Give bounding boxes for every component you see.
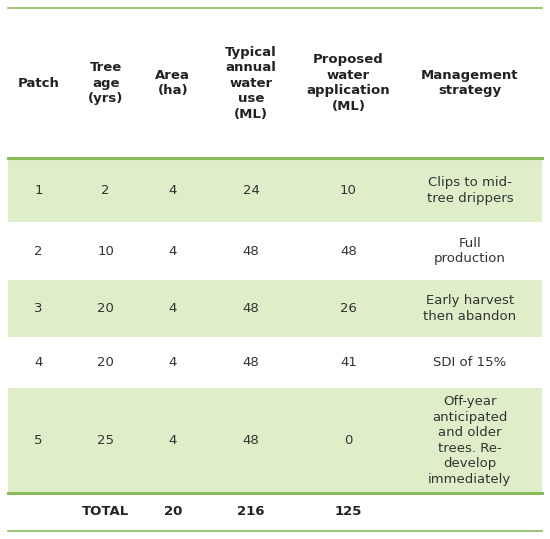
Text: Area
(ha): Area (ha)	[155, 69, 190, 98]
Text: Tree
age
(yrs): Tree age (yrs)	[88, 61, 123, 105]
Text: SDI of 15%: SDI of 15%	[433, 356, 507, 369]
Bar	[142, 158, 203, 223]
Bar	[142, 493, 203, 531]
Bar	[69, 493, 142, 531]
Text: 10: 10	[97, 245, 114, 258]
Text: 20: 20	[97, 302, 114, 315]
Text: 10: 10	[340, 184, 357, 197]
Text: 48: 48	[243, 434, 260, 447]
Bar	[8, 389, 69, 493]
Bar	[69, 337, 142, 389]
Text: 125: 125	[335, 506, 362, 519]
Text: 1: 1	[34, 184, 43, 197]
Bar	[69, 280, 142, 337]
Bar	[142, 223, 203, 280]
Text: 4: 4	[169, 245, 177, 258]
Bar	[8, 280, 69, 337]
Text: 4: 4	[169, 302, 177, 315]
Bar	[203, 389, 299, 493]
Text: 48: 48	[243, 245, 260, 258]
Text: 48: 48	[243, 356, 260, 369]
Bar	[299, 389, 398, 493]
Bar	[203, 158, 299, 223]
Text: 48: 48	[243, 302, 260, 315]
Text: Clips to mid-
tree drippers: Clips to mid- tree drippers	[427, 176, 513, 205]
Bar	[69, 158, 142, 223]
Bar	[8, 158, 69, 223]
Bar	[69, 8, 142, 158]
Bar	[8, 337, 69, 389]
Text: 4: 4	[169, 184, 177, 197]
Bar	[142, 8, 203, 158]
Text: Proposed
water
application
(ML): Proposed water application (ML)	[307, 53, 390, 113]
Text: 20: 20	[97, 356, 114, 369]
Text: 25: 25	[97, 434, 114, 447]
Bar	[398, 223, 542, 280]
Text: 2: 2	[34, 245, 43, 258]
Bar	[299, 280, 398, 337]
Bar	[203, 223, 299, 280]
Bar	[203, 493, 299, 531]
Text: 41: 41	[340, 356, 357, 369]
Bar	[299, 8, 398, 158]
Bar	[398, 8, 542, 158]
Text: Early harvest
then abandon: Early harvest then abandon	[424, 294, 516, 323]
Text: 26: 26	[340, 302, 357, 315]
Bar	[8, 8, 69, 158]
Text: 4: 4	[169, 434, 177, 447]
Bar	[69, 223, 142, 280]
Bar	[69, 389, 142, 493]
Bar	[398, 158, 542, 223]
Bar	[299, 158, 398, 223]
Text: Management
strategy: Management strategy	[421, 69, 519, 98]
Text: 4: 4	[35, 356, 43, 369]
Text: 2: 2	[101, 184, 110, 197]
Text: 5: 5	[34, 434, 43, 447]
Text: 3: 3	[34, 302, 43, 315]
Text: 48: 48	[340, 245, 357, 258]
Bar	[142, 280, 203, 337]
Bar	[142, 337, 203, 389]
Bar	[142, 389, 203, 493]
Bar	[8, 223, 69, 280]
Bar	[203, 280, 299, 337]
Text: TOTAL: TOTAL	[82, 506, 129, 519]
Text: 0: 0	[344, 434, 353, 447]
Text: Full
production: Full production	[434, 237, 506, 265]
Text: 4: 4	[169, 356, 177, 369]
Text: Typical
annual
water
use
(ML): Typical annual water use (ML)	[225, 46, 277, 121]
Bar	[398, 389, 542, 493]
Bar	[8, 493, 69, 531]
Bar	[398, 493, 542, 531]
Bar	[398, 280, 542, 337]
Bar	[203, 8, 299, 158]
Text: 216: 216	[237, 506, 265, 519]
Text: 20: 20	[163, 506, 182, 519]
Bar	[203, 337, 299, 389]
Bar	[398, 337, 542, 389]
Bar	[299, 223, 398, 280]
Text: Patch: Patch	[18, 77, 59, 89]
Bar	[299, 337, 398, 389]
Text: 24: 24	[243, 184, 260, 197]
Bar	[299, 493, 398, 531]
Text: Off-year
anticipated
and older
trees. Re-
develop
immediately: Off-year anticipated and older trees. Re…	[428, 396, 512, 486]
